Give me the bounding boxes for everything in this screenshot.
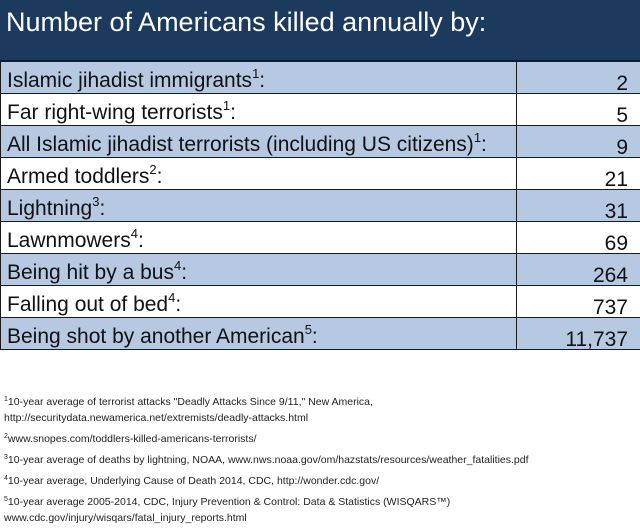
table-row: Falling out of bed4: 737 <box>1 286 640 318</box>
row-label: Being shot by another American <box>7 325 305 348</box>
row-value: 5 <box>616 104 628 126</box>
row-label-cell: All Islamic jihadist terrorists (includi… <box>1 126 517 158</box>
footnote: 510-year average 2005-2014, CDC, Injury … <box>4 494 636 526</box>
row-label-group: Islamic jihadist immigrants1: <box>7 69 265 92</box>
row-label-group: Being shot by another American5: <box>7 325 318 348</box>
table-row: Armed toddlers2: 21 <box>1 158 640 190</box>
table-row: All Islamic jihadist terrorists (includi… <box>1 126 640 158</box>
row-footnote-ref: 3 <box>92 194 99 209</box>
row-label-suffix: : <box>259 69 265 92</box>
footnote: 2www.snopes.com/toddlers-killed-american… <box>4 431 636 447</box>
row-label-suffix: : <box>157 165 163 188</box>
row-value: 69 <box>605 232 628 254</box>
footnote-text: www.cdc.gov/injury/wisqars/fatal_injury_… <box>4 512 247 524</box>
row-label-cell: Armed toddlers2: <box>1 158 517 190</box>
row-value-cell: 31 <box>517 190 640 222</box>
table-header: Number of Americans killed annually by: <box>0 0 640 61</box>
row-value-cell: 11,737 <box>517 318 640 350</box>
row-value: 11,737 <box>565 328 628 350</box>
row-label-suffix: : <box>181 261 187 284</box>
row-label-cell: Islamic jihadist immigrants1: <box>1 62 517 94</box>
table-row: Lightning3: 31 <box>1 190 640 222</box>
row-label-group: Being hit by a bus4: <box>7 261 187 284</box>
footnote: 110-year average of terrorist attacks "D… <box>4 394 636 426</box>
footnote-ref: 2 <box>4 433 8 440</box>
row-value-cell: 2 <box>517 62 640 94</box>
row-footnote-ref: 2 <box>149 162 156 177</box>
table-row: Being shot by another American5: 11,737 <box>1 318 640 350</box>
table-row: Islamic jihadist immigrants1: 2 <box>1 62 640 94</box>
row-label: All Islamic jihadist terrorists (includi… <box>7 133 474 156</box>
row-label-group: Armed toddlers2: <box>7 165 162 188</box>
footnote-text: 10-year average, Underlying Cause of Dea… <box>8 475 379 487</box>
row-value: 2 <box>616 72 628 94</box>
row-label-cell: Being hit by a bus4: <box>1 254 517 286</box>
row-footnote-ref: 1 <box>474 130 481 145</box>
footnote-text: www.snopes.com/toddlers-killed-americans… <box>8 433 257 445</box>
row-label-cell: Falling out of bed4: <box>1 286 517 318</box>
row-value: 264 <box>593 264 628 286</box>
row-label-cell: Far right-wing terrorists1: <box>1 94 517 126</box>
row-label: Being hit by a bus <box>7 261 174 284</box>
table-row: Lawnmowers4: 69 <box>1 222 640 254</box>
row-label-cell: Lawnmowers4: <box>1 222 517 254</box>
row-label-suffix: : <box>481 133 487 156</box>
footnote-text: 10-year average of terrorist attacks "De… <box>8 396 373 408</box>
row-value-cell: 5 <box>517 94 640 126</box>
row-value: 737 <box>593 296 628 318</box>
row-value: 31 <box>605 200 628 222</box>
row-label-suffix: : <box>175 293 181 316</box>
row-value-cell: 21 <box>517 158 640 190</box>
row-footnote-ref: 4 <box>174 258 181 273</box>
row-value-cell: 9 <box>517 126 640 158</box>
table-row: Being hit by a bus4: 264 <box>1 254 640 286</box>
row-value: 21 <box>605 168 628 190</box>
footnote: 410-year average, Underlying Cause of De… <box>4 473 636 489</box>
row-label-group: Far right-wing terrorists1: <box>7 101 236 124</box>
footnote-text: http://securitydata.newamerica.net/extre… <box>4 412 308 424</box>
footnote-text: 10-year average 2005-2014, CDC, Injury P… <box>8 496 450 508</box>
row-label-group: Lawnmowers4: <box>7 229 144 252</box>
row-label: Falling out of bed <box>7 293 168 316</box>
row-label-suffix: : <box>138 229 144 252</box>
row-label-cell: Lightning3: <box>1 190 517 222</box>
row-value: 9 <box>616 136 628 158</box>
footnotes: 110-year average of terrorist attacks "D… <box>4 394 636 531</box>
row-value-cell: 69 <box>517 222 640 254</box>
table-row: Far right-wing terrorists1: 5 <box>1 94 640 126</box>
footnote-text: 10-year average of deaths by lightning, … <box>8 454 529 466</box>
row-label-group: Lightning3: <box>7 197 105 220</box>
row-value-cell: 737 <box>517 286 640 318</box>
row-label-suffix: : <box>99 197 105 220</box>
row-footnote-ref: 4 <box>131 226 138 241</box>
footnote-ref: 3 <box>4 454 8 461</box>
footnote-ref: 5 <box>4 496 8 503</box>
footnote-ref: 4 <box>4 475 8 482</box>
row-label-group: All Islamic jihadist terrorists (includi… <box>7 133 487 156</box>
row-label: Islamic jihadist immigrants <box>7 69 252 92</box>
row-label-suffix: : <box>312 325 318 348</box>
row-label: Lightning <box>7 197 92 220</box>
row-footnote-ref: 4 <box>168 290 175 305</box>
row-label: Lawnmowers <box>7 229 131 252</box>
row-label-suffix: : <box>230 101 236 124</box>
footnote: 310-year average of deaths by lightning,… <box>4 452 636 468</box>
row-label-cell: Being shot by another American5: <box>1 318 517 350</box>
row-value-cell: 264 <box>517 254 640 286</box>
row-label-group: Falling out of bed4: <box>7 293 181 316</box>
row-footnote-ref: 1 <box>223 98 230 113</box>
chart-title: Number of Americans killed annually by: <box>6 6 486 38</box>
row-footnote-ref: 5 <box>305 322 312 337</box>
footnote-ref: 1 <box>4 396 8 403</box>
row-footnote-ref: 1 <box>252 66 259 81</box>
row-label: Far right-wing terrorists <box>7 101 223 124</box>
row-label: Armed toddlers <box>7 165 149 188</box>
